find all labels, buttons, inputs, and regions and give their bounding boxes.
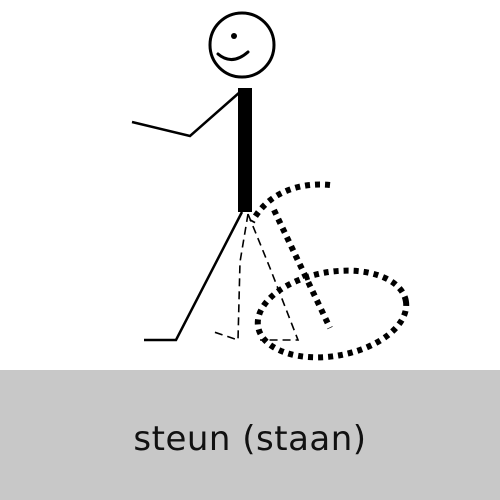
torso <box>238 88 252 212</box>
eye <box>231 33 237 39</box>
leg-ghost-2 <box>247 213 300 341</box>
leg-swing-motion-icon <box>249 181 331 224</box>
swinging-leg-dotted <box>271 208 333 330</box>
caption-bar: steun (staan) <box>0 370 500 500</box>
head <box>208 11 276 79</box>
smile <box>216 50 250 61</box>
motion-ellipse <box>254 267 410 361</box>
standing-leg <box>144 211 244 342</box>
caption-label: steun (staan) <box>133 419 367 459</box>
arm <box>131 91 241 138</box>
stick-figure-standing-icon <box>131 11 410 361</box>
